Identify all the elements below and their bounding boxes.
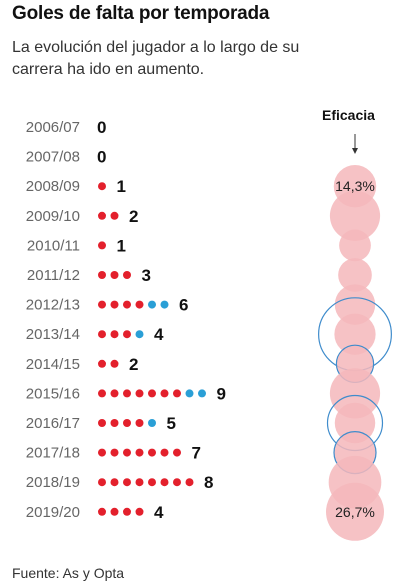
season-label: 2019/20 <box>26 504 80 521</box>
goal-dot-red <box>110 271 119 279</box>
goal-dot-red <box>123 448 131 457</box>
goal-dot-red <box>98 300 106 309</box>
efficacy-bubble <box>334 284 376 325</box>
efficacy-bubble <box>334 313 376 355</box>
season-label: 2013/14 <box>26 326 80 343</box>
goal-dot-red <box>123 330 131 339</box>
goal-dot-red <box>110 389 119 398</box>
bubble-layer <box>318 164 392 541</box>
efficacy-bubble <box>326 482 384 541</box>
chart-canvas: 2006/07 0 2007/08 0 2008/09 1 14,3% 2009/10 2 201… <box>26 118 392 541</box>
goal-dot-red <box>110 507 119 516</box>
goal-count-label: 1 <box>117 177 126 196</box>
goal-dot-red <box>185 478 194 487</box>
season-label: 2008/09 <box>26 178 80 195</box>
season-label: 2012/13 <box>26 297 80 314</box>
goal-count-label: 9 <box>217 384 226 403</box>
source-note: Fuente: As y Opta <box>12 565 125 581</box>
season-label: 2016/17 <box>26 415 80 432</box>
goal-dot-red <box>110 448 119 457</box>
goal-dot-blue <box>148 300 156 309</box>
goal-dot-red <box>98 478 106 487</box>
season-label: 2018/19 <box>26 474 80 491</box>
season-label: 2015/16 <box>26 385 80 402</box>
goal-dot-red <box>123 419 131 427</box>
efficacy-value-label: 26,7% <box>335 504 375 520</box>
goal-dot-red <box>148 478 156 487</box>
goal-dot-red <box>160 478 169 487</box>
goal-dot-red <box>110 330 119 339</box>
efficacy-value-label: 14,3% <box>335 178 375 194</box>
goal-dot-red <box>123 271 131 279</box>
goal-count-label: 4 <box>154 503 164 522</box>
efficacy-bubble <box>334 402 376 444</box>
goal-dot-red <box>98 389 106 398</box>
goal-count-label: 0 <box>97 148 106 167</box>
goal-dot-blue <box>198 389 206 398</box>
goal-dot-red <box>98 182 106 191</box>
goal-dot-red <box>123 478 131 487</box>
goal-dot-blue <box>148 419 156 427</box>
goal-dot-red <box>110 419 119 427</box>
goal-dot-red <box>110 359 119 368</box>
goal-dot-red <box>148 448 156 457</box>
season-label: 2006/07 <box>26 119 80 136</box>
goal-count-label: 7 <box>192 444 201 463</box>
goal-dot-red <box>98 211 106 220</box>
goal-dot-red <box>135 300 144 309</box>
goal-dot-red <box>98 507 106 516</box>
goal-dot-red <box>160 389 169 398</box>
goal-count-label: 8 <box>204 473 213 492</box>
goal-dot-red <box>110 300 119 309</box>
goal-dot-red <box>98 448 106 457</box>
bubble-column-header: Eficacia <box>322 107 375 123</box>
goal-dot-red <box>135 419 144 427</box>
efficacy-bubble <box>329 190 381 241</box>
season-label: 2010/11 <box>27 237 80 254</box>
goal-count-label: 2 <box>129 207 138 226</box>
goal-count-label: 1 <box>117 236 126 255</box>
goal-dot-red <box>98 419 106 427</box>
season-label: 2014/15 <box>26 356 80 373</box>
chart-title: Goles de falta por temporada <box>12 3 270 24</box>
goal-dot-red <box>98 271 106 279</box>
eficacia-arrow-head <box>352 148 358 154</box>
efficacy-bubble <box>339 229 371 262</box>
goal-dot-red <box>148 389 156 398</box>
goal-dot-red <box>135 478 144 487</box>
season-label: 2011/12 <box>27 267 80 284</box>
goal-count-label: 6 <box>179 296 188 315</box>
goal-dot-red <box>110 478 119 487</box>
goal-dot-red <box>98 359 106 368</box>
goal-dot-blue <box>135 330 144 339</box>
chart-subtitle: La evolución del jugador a lo largo de s… <box>12 39 300 78</box>
goal-dot-red <box>123 507 131 516</box>
goal-dot-red <box>173 448 181 457</box>
goal-dot-red <box>98 241 106 250</box>
goal-dot-red <box>135 507 144 516</box>
efficacy-bubble <box>338 258 372 292</box>
season-label: 2009/10 <box>26 208 80 225</box>
goal-count-label: 5 <box>167 414 176 433</box>
goal-dot-blue <box>185 389 194 398</box>
goal-count-label: 2 <box>129 355 138 374</box>
goal-dot-red <box>173 389 181 398</box>
goal-dot-blue <box>160 300 169 309</box>
goal-dot-red <box>123 300 131 309</box>
goal-dot-red <box>160 448 169 457</box>
efficacy-bubble <box>329 368 381 419</box>
goal-count-label: 4 <box>154 325 164 344</box>
goal-dot-red <box>110 211 119 220</box>
goal-dot-red <box>173 478 181 487</box>
goal-dot-red <box>135 389 144 398</box>
goal-count-label: 3 <box>142 266 151 285</box>
goal-dot-red <box>123 389 131 398</box>
goal-count-label: 0 <box>97 118 106 137</box>
season-label: 2007/08 <box>26 149 80 166</box>
goal-dot-red <box>98 330 106 339</box>
goal-dot-red <box>135 448 144 457</box>
season-label: 2017/18 <box>26 445 80 462</box>
